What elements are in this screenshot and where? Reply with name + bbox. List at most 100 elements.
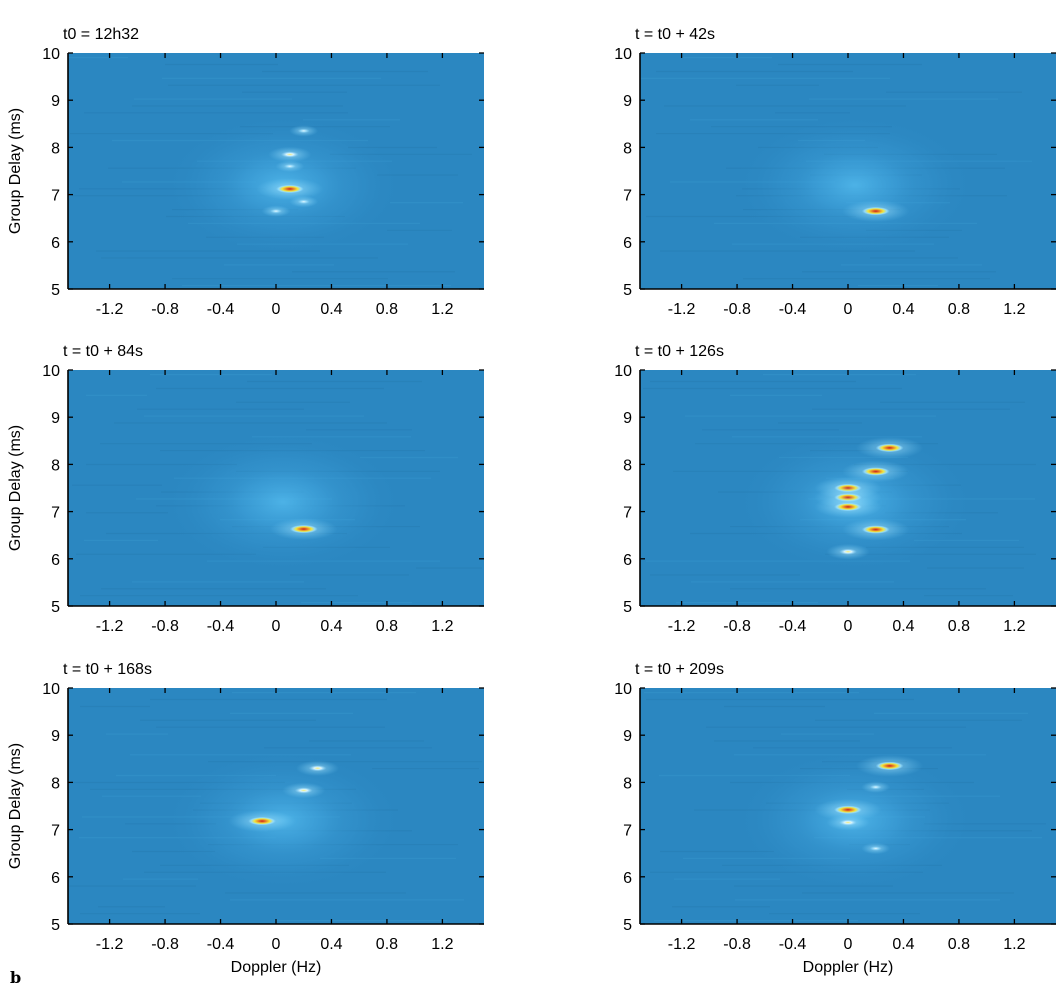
streak: [168, 84, 440, 86]
streak: [101, 588, 326, 590]
streak: [86, 512, 168, 514]
streak: [674, 878, 780, 880]
y-tick-label: 6: [623, 235, 632, 252]
streak: [76, 553, 256, 555]
y-tick-label: 6: [51, 870, 60, 887]
streak: [809, 98, 998, 100]
streak: [377, 174, 458, 176]
streak: [102, 795, 201, 797]
x-tick-label: 0.4: [320, 618, 342, 635]
streak: [753, 747, 952, 749]
streak: [672, 906, 770, 908]
streak: [778, 63, 922, 66]
streak: [690, 119, 818, 121]
streak: [880, 401, 1025, 403]
echo-peak: [270, 208, 282, 214]
y-tick-label: 7: [623, 823, 632, 840]
x-tick-label: 0.4: [892, 936, 914, 953]
x-tick-label: 0: [272, 301, 281, 318]
streak: [132, 581, 304, 583]
streak: [646, 698, 914, 701]
y-tick-label: 7: [51, 505, 60, 522]
streak: [114, 422, 387, 424]
streak: [730, 394, 822, 396]
echo-peak: [294, 787, 313, 794]
streak: [676, 602, 818, 604]
streak: [360, 456, 458, 459]
streak: [781, 733, 874, 735]
streak: [290, 574, 409, 576]
streak: [736, 84, 819, 86]
panel-2: -1.2 -0.8 -0.4 0 0.4 0.8 1.2 5 6 7 8 9 10t = t0 + 42…: [614, 26, 1056, 318]
x-tick-label: -1.2: [96, 618, 124, 635]
streak: [870, 257, 958, 259]
echo-peak: [308, 765, 327, 772]
streak: [306, 429, 412, 431]
streak: [390, 202, 463, 204]
y-tick-label: 9: [51, 93, 60, 110]
x-tick-label: -1.2: [668, 618, 696, 635]
streak: [262, 70, 428, 73]
echo-peak: [869, 846, 882, 851]
streak: [172, 278, 388, 280]
panel-4: -1.2 -0.8 -0.4 0 0.4 0.8 1.2 5 6 7 8 9 10t = t0 + 12…: [614, 343, 1056, 635]
y-tick-label: 7: [51, 823, 60, 840]
panel-title: t = t0 + 84s: [63, 343, 143, 360]
panel-title: t0 = 12h32: [63, 26, 139, 43]
streak: [320, 857, 456, 860]
x-tick-label: 0.8: [948, 936, 970, 953]
streak: [735, 899, 1000, 901]
streak: [301, 602, 412, 604]
streak: [123, 878, 198, 880]
y-tick-label: 10: [42, 681, 60, 698]
x-tick-label: 1.2: [431, 301, 453, 318]
streak: [80, 705, 150, 708]
streak: [646, 560, 910, 562]
streak: [232, 692, 416, 694]
echo-peak: [861, 467, 890, 476]
streak: [98, 906, 165, 908]
x-tick-label: -0.8: [151, 301, 179, 318]
panel-title: t = t0 + 42s: [635, 26, 715, 43]
y-tick-label: 6: [51, 552, 60, 569]
x-tick-label: -0.8: [723, 618, 751, 635]
streak: [650, 380, 856, 383]
streak: [644, 692, 859, 694]
panel-3: -1.2 -0.8 -0.4 0 0.4 0.8 1.2 5 6 7 8 9 10t = t0 + 84…: [7, 343, 484, 635]
streak: [924, 595, 1013, 597]
streak: [101, 257, 378, 259]
y-tick-label: 7: [623, 188, 632, 205]
x-tick-label: -0.4: [207, 301, 235, 318]
streak: [230, 899, 464, 901]
streak: [858, 285, 938, 287]
x-tick-label: 0.8: [376, 618, 398, 635]
streak: [387, 229, 452, 231]
y-tick-label: 10: [614, 46, 632, 63]
streak: [292, 271, 455, 273]
panel-5: -1.2 -0.8 -0.4 0 0.4 0.8 1.2 5 6 7 8 9 10t = t0 + 16…: [7, 661, 484, 976]
echo-peak: [283, 164, 296, 169]
x-tick-label: 1.2: [1003, 301, 1025, 318]
x-tick-label: 1.2: [1003, 618, 1025, 635]
streak: [84, 112, 348, 114]
streak: [650, 574, 800, 576]
streak: [86, 463, 237, 466]
streak: [132, 105, 343, 107]
streak: [264, 747, 432, 749]
echo-peak: [875, 761, 904, 771]
streak: [656, 133, 890, 135]
streak: [348, 146, 437, 149]
streak: [225, 892, 406, 894]
y-tick-label: 10: [614, 363, 632, 380]
x-tick-label: -0.8: [151, 936, 179, 953]
streak: [724, 705, 825, 708]
streak: [924, 823, 1046, 825]
streak: [643, 387, 902, 390]
echo-peak: [834, 805, 862, 814]
streak: [96, 250, 320, 252]
streak: [659, 774, 850, 777]
streak: [656, 70, 853, 73]
y-tick-label: 9: [51, 728, 60, 745]
x-tick-label: 0.4: [892, 618, 914, 635]
